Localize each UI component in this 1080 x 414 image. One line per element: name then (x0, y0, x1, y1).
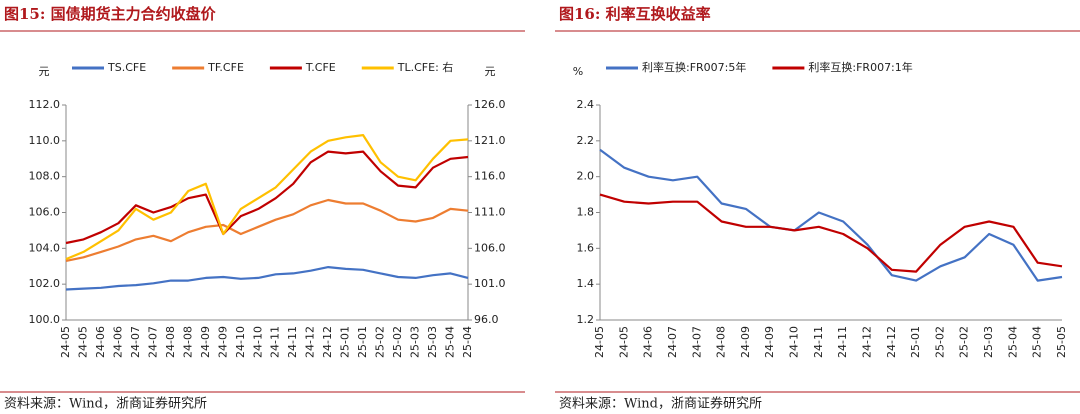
source: 资料来源：Wind，浙商证券研究所 (4, 396, 207, 412)
x-tick-label: 24-05 (59, 326, 72, 358)
x-tick-label: 24-11 (812, 326, 825, 358)
x-tick-label: 24-05 (76, 326, 89, 358)
y-tick-label: 100.0 (29, 313, 61, 326)
series-line (65, 150, 469, 245)
y2-tick-label: 101.0 (474, 277, 506, 290)
x-tick-label: 24-05 (617, 326, 630, 358)
chart-title: 图15: 国债期货主力合约收盘价 (4, 5, 217, 23)
x-tick-label: 24-11 (269, 326, 282, 358)
y-tick-label: 2.4 (577, 98, 595, 111)
y-tick-label: 108.0 (29, 170, 61, 183)
x-tick-label: 24-12 (321, 326, 334, 358)
y2-axis-label: 元 (485, 65, 496, 78)
y-axis-label: % (573, 65, 583, 78)
series-line (65, 134, 469, 261)
x-tick-label: 24-08 (715, 326, 728, 358)
y-tick-label: 104.0 (29, 241, 61, 254)
series-line (599, 193, 1063, 273)
x-tick-label: 24-07 (146, 326, 159, 358)
y-tick-label: 1.6 (577, 241, 595, 254)
x-tick-label: 24-12 (885, 326, 898, 358)
x-tick-label: 25-01 (356, 326, 369, 358)
series-line (599, 148, 1063, 282)
x-tick-label: 24-12 (304, 326, 317, 358)
legend-label: T.CFE (305, 61, 336, 74)
chart-title: 图16: 利率互换收益率 (559, 5, 711, 23)
y-tick-label: 102.0 (29, 277, 61, 290)
y-tick-label: 2.0 (577, 170, 595, 183)
y-tick-label: 112.0 (29, 98, 61, 111)
legend-label: 利率互换:FR007:5年 (642, 60, 746, 74)
x-tick-label: 24-11 (836, 326, 849, 358)
y-tick-label: 106.0 (29, 206, 61, 219)
x-tick-label: 25-04 (461, 326, 474, 358)
y2-tick-label: 96.0 (474, 313, 499, 326)
y2-tick-label: 106.0 (474, 241, 506, 254)
x-tick-label: 25-05 (1055, 326, 1068, 358)
x-tick-label: 24-09 (199, 326, 212, 358)
legend-label: 利率互换:FR007:1年 (808, 60, 912, 74)
x-tick-label: 24-12 (860, 326, 873, 358)
x-tick-label: 25-02 (933, 326, 946, 358)
x-tick-label: 24-10 (788, 326, 801, 358)
x-tick-label: 24-10 (234, 326, 247, 358)
source: 资料来源：Wind，浙商证券研究所 (559, 396, 762, 412)
x-tick-label: 25-02 (958, 326, 971, 358)
x-tick-label: 25-04 (1006, 326, 1019, 358)
x-tick-label: 24-06 (642, 326, 655, 358)
y2-tick-label: 116.0 (474, 170, 506, 183)
x-tick-label: 24-11 (286, 326, 299, 358)
y2-tick-label: 126.0 (474, 98, 506, 111)
y-axis-label: 元 (39, 65, 50, 78)
y-tick-label: 110.0 (29, 134, 61, 147)
x-tick-label: 24-09 (739, 326, 752, 358)
y2-tick-label: 111.0 (474, 206, 506, 219)
legend-label: TS.CFE (107, 61, 146, 74)
legend-label: TF.CFE (207, 61, 244, 74)
y2-tick-label: 121.0 (474, 134, 506, 147)
y-tick-label: 1.2 (577, 313, 595, 326)
series-line (65, 266, 469, 291)
x-tick-label: 24-09 (216, 326, 229, 358)
x-tick-label: 24-08 (164, 326, 177, 358)
x-tick-label: 24-06 (94, 326, 107, 358)
x-tick-label: 25-02 (391, 326, 404, 358)
y-tick-label: 1.8 (577, 206, 595, 219)
x-tick-label: 24-09 (763, 326, 776, 358)
x-tick-label: 24-05 (593, 326, 606, 358)
x-tick-label: 24-08 (181, 326, 194, 358)
x-tick-label: 24-07 (690, 326, 703, 358)
legend-label: TL.CFE: 右 (397, 60, 454, 74)
x-tick-label: 24-07 (666, 326, 679, 358)
x-tick-label: 25-03 (982, 326, 995, 358)
x-tick-label: 25-01 (909, 326, 922, 358)
x-tick-label: 25-02 (374, 326, 387, 358)
x-tick-label: 25-01 (339, 326, 352, 358)
series-line (65, 198, 469, 262)
x-tick-label: 24-06 (111, 326, 124, 358)
x-tick-label: 25-03 (426, 326, 439, 358)
y-tick-label: 2.2 (577, 134, 595, 147)
x-tick-label: 25-04 (444, 326, 457, 358)
y-tick-label: 1.4 (577, 277, 595, 290)
x-tick-label: 25-03 (409, 326, 422, 358)
x-tick-label: 25-04 (1031, 326, 1044, 358)
x-tick-label: 24-07 (129, 326, 142, 358)
x-tick-label: 24-10 (251, 326, 264, 358)
